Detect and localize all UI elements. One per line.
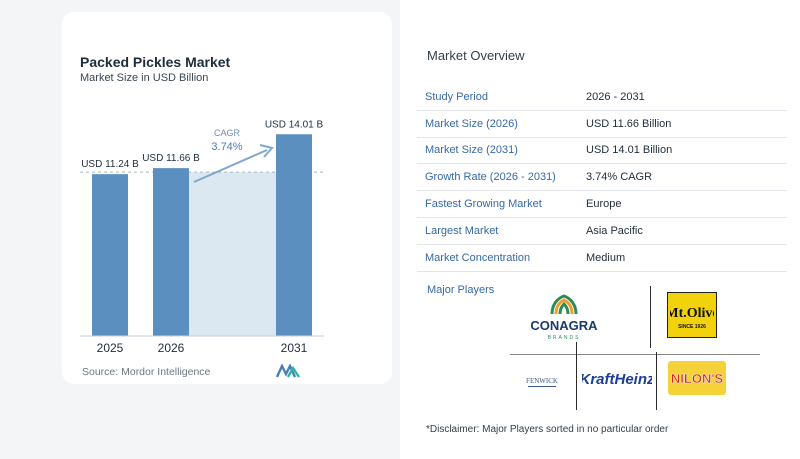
major-players-logos: CONAGRA BRANDS Mt.Olive SINCE 1926 FENWI… [510,286,760,410]
cagr-value: 3.74% [211,141,242,153]
row-value: Asia Pacific [586,224,643,237]
conagra-logo: CONAGRA BRANDS [530,294,598,341]
nilons-logo: NILON'S [668,361,726,395]
chart-card: Packed Pickles Market Market Size in USD… [62,12,392,384]
data-label: USD 14.01 B [265,119,324,130]
row-label: Fastest Growing Market [425,198,542,211]
category-label: 2026 [158,341,185,355]
row-value: 2026 - 2031 [586,90,645,103]
overview-row: Fastest Growing Market Europe [417,191,787,218]
bar [92,174,128,336]
row-value: USD 11.66 Billion [586,117,672,130]
overview-row: Market Size (2026) USD 11.66 Billion [417,111,787,138]
major-players-title: Major Players [427,284,495,296]
row-value: Medium [586,251,626,264]
cagr-arrow [193,149,268,183]
row-label: Market Size (2031) [425,144,518,157]
cagr-label: CAGR [214,128,241,138]
chart-subtitle: Market Size in USD Billion [80,72,209,84]
row-value: USD 14.01 Billion [586,144,673,157]
svg-text:CONAGRA: CONAGRA [530,318,598,333]
category-label: 2025 [97,341,124,355]
row-label: Market Concentration [425,251,531,264]
svg-text:Mt.Olive: Mt.Olive [670,306,714,321]
overview-row: Market Concentration Medium [417,245,787,272]
overview-row: Market Size (2031) USD 14.01 Billion [417,138,787,165]
overview-row: Growth Rate (2026 - 2031) 3.74% CAGR [417,164,787,192]
logo-divider [576,342,577,410]
svg-text:SINCE 1926: SINCE 1926 [678,324,706,330]
highlight-band [189,172,276,336]
overview-row: Largest Market Asia Pacific [417,218,787,245]
category-label: 2031 [281,341,308,355]
svg-text:BRANDS: BRANDS [548,335,581,341]
svg-text:NILON'S: NILON'S [671,371,724,386]
source-note: Source: Mordor Intelligence [82,366,211,378]
logo-divider [656,352,657,410]
chart-title: Packed Pickles Market [80,54,231,70]
mordor-logo-icon [276,364,300,378]
row-value: 3.74% CAGR [586,171,653,184]
logo-divider [650,286,651,348]
disclaimer: *Disclaimer: Major Players sorted in no … [426,424,669,435]
data-label: USD 11.24 B [81,159,139,170]
row-label: Growth Rate (2026 - 2031) [425,171,556,184]
fenwick-logo: FENWICK [526,377,558,387]
bar [276,134,312,336]
row-label: Largest Market [425,224,499,237]
overview-row: Study Period 2026 - 2031 [417,84,787,111]
svg-text:FENWICK: FENWICK [526,377,558,385]
svg-text:KraftHeinz: KraftHeinz [582,371,652,388]
mt-olive-logo: Mt.Olive SINCE 1926 [667,292,717,338]
data-label: USD 11.66 B [142,153,200,164]
logo-divider [510,354,760,355]
kraft-heinz-logo: KraftHeinz [582,371,652,388]
cagr-arrowhead [259,144,274,158]
overview-table: Study Period 2026 - 2031 Market Size (202… [417,84,787,272]
overview-panel: Market Overview Study Period 2026 - 2031 … [400,0,800,459]
row-label: Market Size (2026) [425,117,518,130]
bar [153,168,189,336]
row-value: Europe [586,198,622,211]
overview-title: Market Overview [427,48,525,63]
row-label: Study Period [425,90,488,103]
